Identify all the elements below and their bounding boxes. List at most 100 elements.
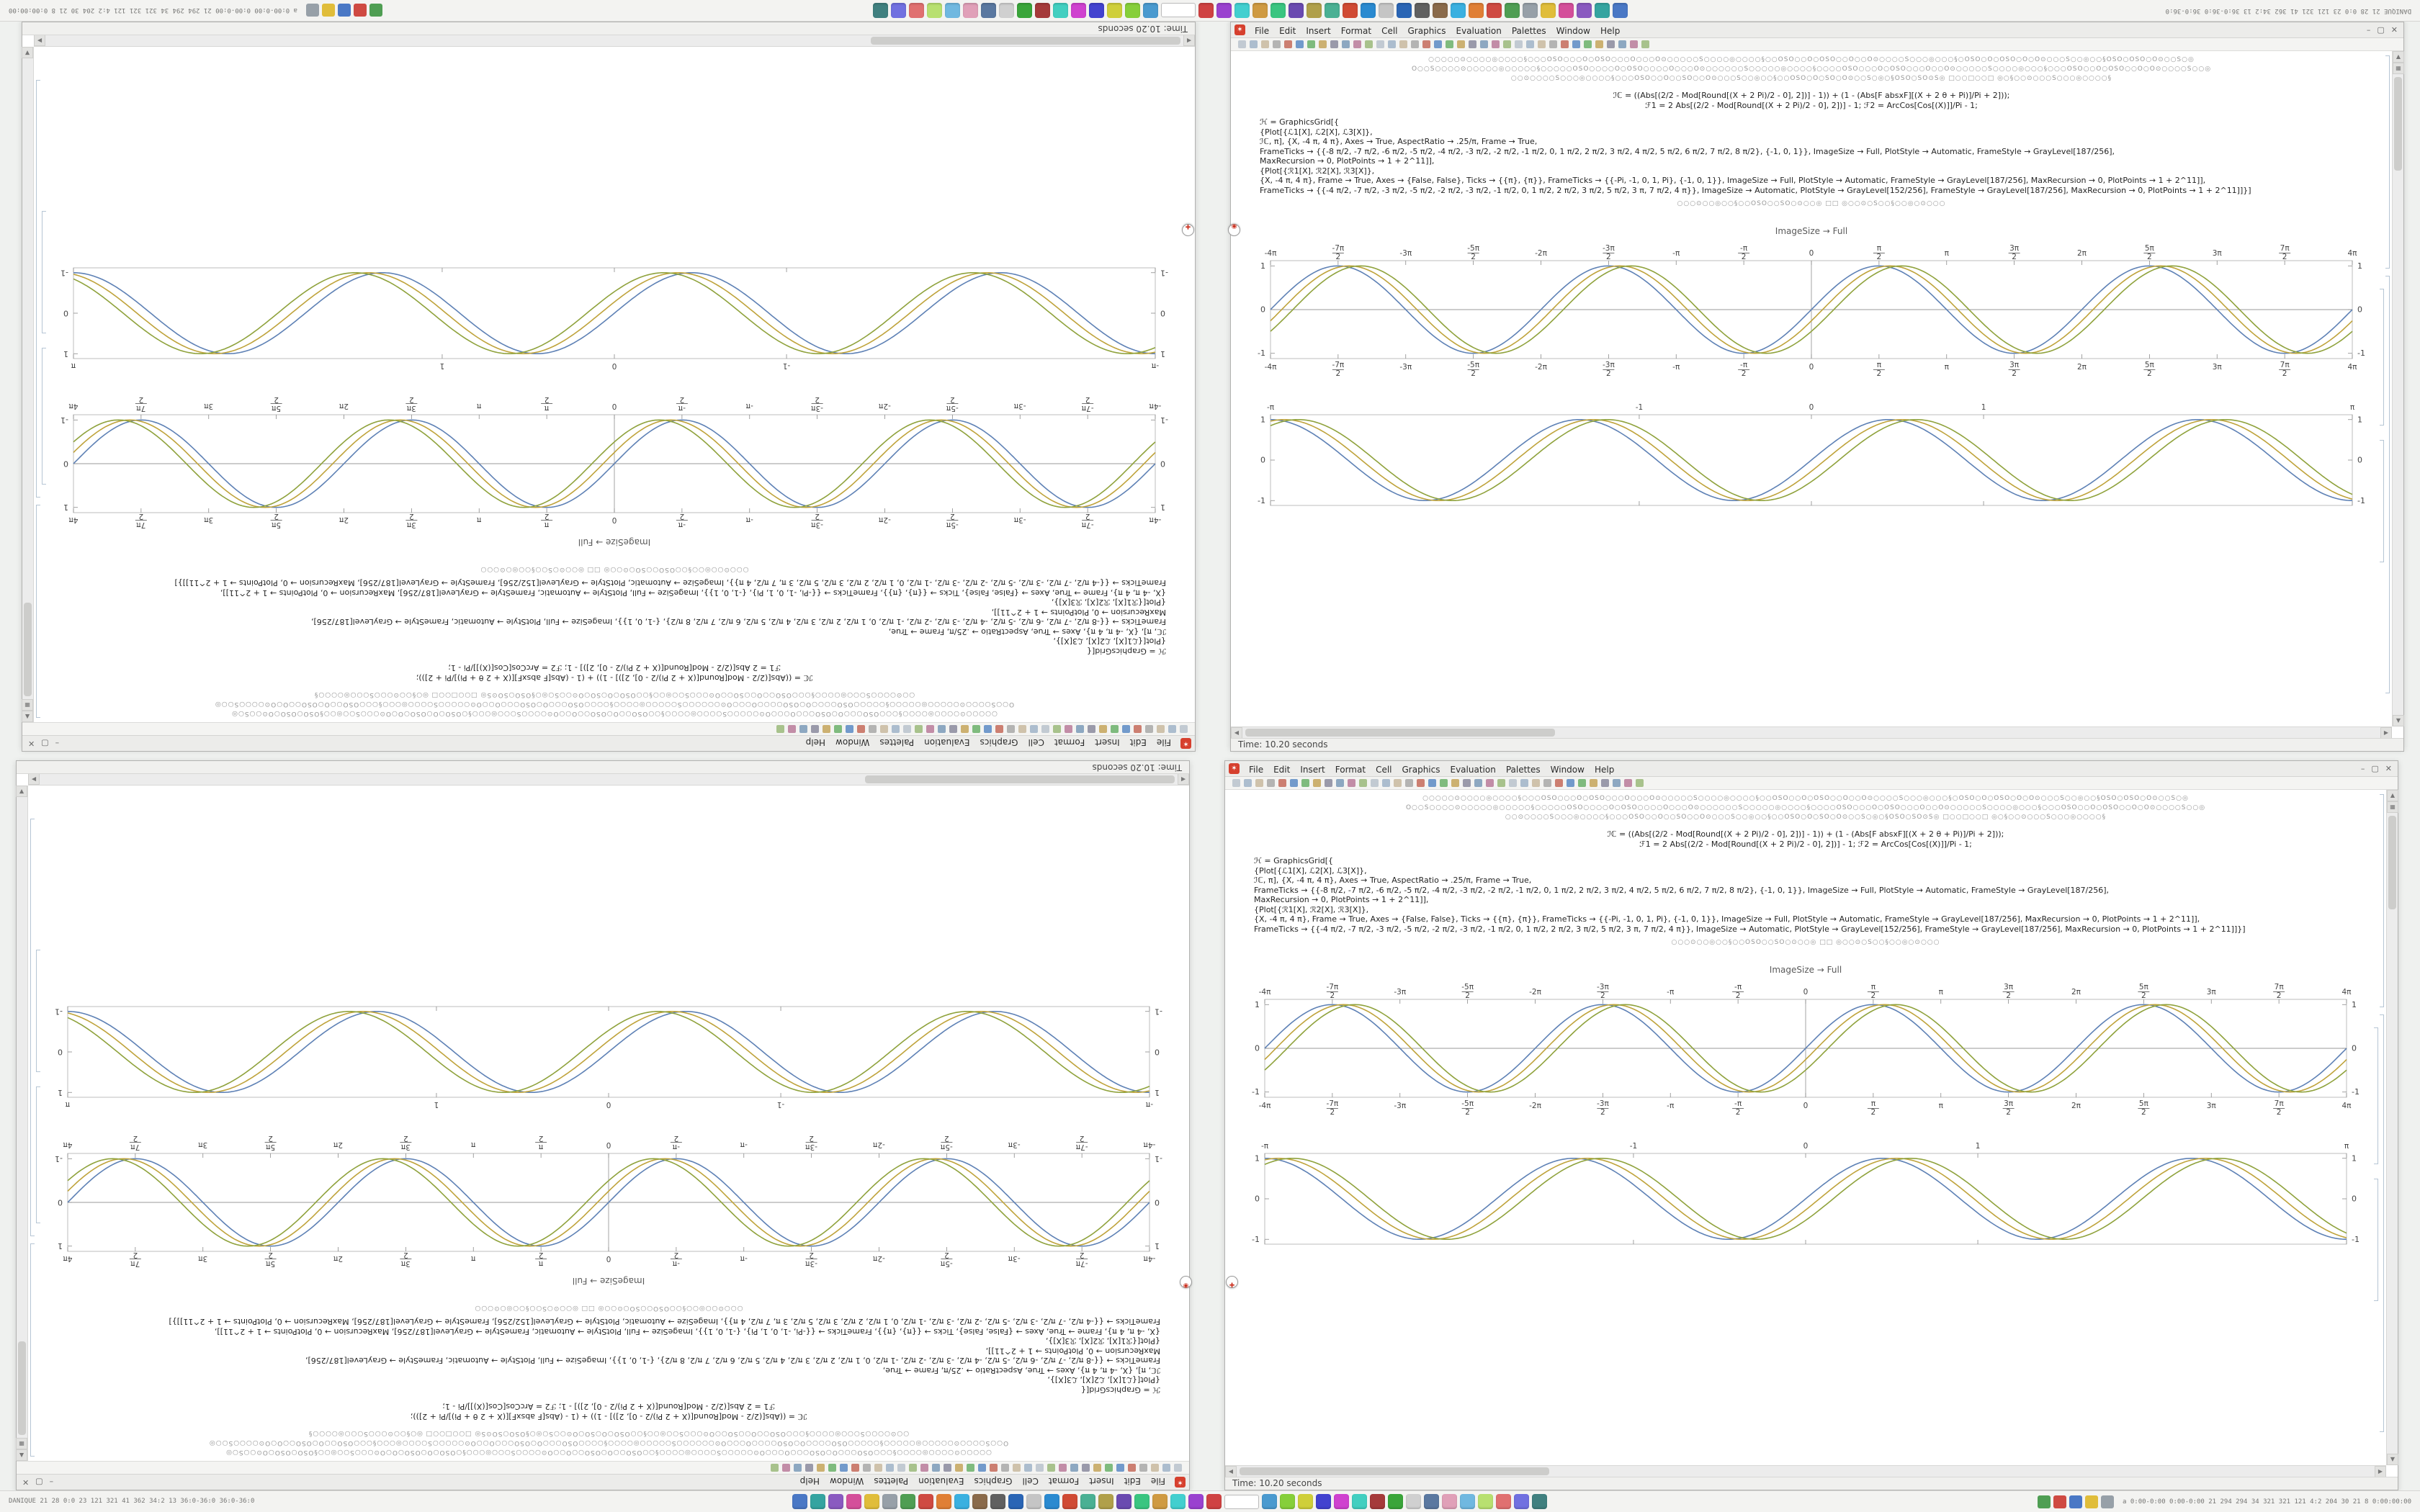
toolbar-icon-9[interactable] (1076, 725, 1084, 733)
inter-window-badge-left[interactable]: ◉ (1180, 1276, 1192, 1290)
toolbar-icon-11[interactable] (1365, 40, 1373, 48)
code-cell[interactable]: ℐℂ = ((Abs[(2/2 - Mod[Round[(X + 2 Pi)/2… (1231, 91, 2392, 110)
toolbar-icon-7[interactable] (1319, 40, 1327, 48)
taskbar-app-icon-35[interactable] (963, 3, 978, 18)
scroll-left-icon[interactable]: ◀ (1225, 1466, 1237, 1477)
code-cell[interactable]: ℐℂ = ((Abs[(2/2 - Mod[Round[(X + 2 Pi)/2… (28, 1402, 1189, 1422)
vertical-scrollbar[interactable]: ▲ ▦ ▼ (22, 47, 34, 722)
horizontal-scrollbar[interactable]: ◀ ▶ (1225, 1465, 2386, 1477)
glyphs-cell[interactable]: ○○○⊙○○◎○○§○○OSO○○SO○⊙○○◎ □□ ◎○○⊙○S○○§○○◎… (28, 1303, 1189, 1313)
cell-bracket[interactable] (2380, 794, 2384, 1007)
taskbar-app-icon-30[interactable] (1053, 3, 1068, 18)
toolbar-icon-23[interactable] (1497, 779, 1505, 787)
inter-window-badge-left[interactable]: ◉ (1228, 222, 1240, 236)
taskbar-app-icon-30[interactable] (1352, 1494, 1367, 1509)
taskbar-app-icon-37[interactable] (1478, 1494, 1493, 1509)
toolbar-icon-0[interactable] (1232, 779, 1240, 787)
toolbar-icon-28[interactable] (857, 725, 865, 733)
toolbar-icon-35[interactable] (1641, 40, 1649, 48)
taskbar-app-icon-13[interactable] (1026, 1494, 1041, 1509)
toolbar-icon-18[interactable] (1440, 779, 1448, 787)
toolbar-icon-30[interactable] (1578, 779, 1586, 787)
taskbar-app-icon-11[interactable] (990, 1494, 1005, 1509)
taskbar-app-icon-31[interactable] (1370, 1494, 1385, 1509)
toolbar-icon-20[interactable] (1463, 779, 1471, 787)
toolbar-icon-2[interactable] (1261, 40, 1269, 48)
plot-cell[interactable]: -4π -4π -7π 2 -7π 2 -3π -3π -5π 2 -5π 2 -2π -2π -3π 2 -3… (1225, 982, 2386, 1116)
taskbar-app-icon-18[interactable] (1289, 3, 1304, 18)
taskbar-app-icon-11[interactable] (1415, 3, 1430, 18)
notebook-content[interactable]: ○○○○○⊙○○○○◎○○○○§○○○OSO○○○O○OSO○○○O○○○O⊙○… (1231, 51, 2392, 726)
taskbar-app-icon-25[interactable] (1143, 3, 1158, 18)
taskbar-app-icon-3[interactable] (1559, 3, 1574, 18)
taskbar-app-icon-18[interactable] (1116, 1494, 1131, 1509)
toolbar-icon-23[interactable] (909, 1464, 917, 1472)
menu-window[interactable]: Window (1550, 765, 1585, 775)
menu-window[interactable]: Window (1556, 26, 1590, 36)
cell-bracket[interactable] (2374, 1027, 2378, 1164)
tray-icon-4[interactable] (305, 4, 319, 17)
taskbar-app-icon-29[interactable] (1334, 1494, 1349, 1509)
code-cell[interactable]: ℋ = GraphicsGrid[{{Plot[{ℒ1[X], ℒ2[X], ℒ… (28, 1317, 1189, 1395)
toolbar-icon-12[interactable] (1036, 1464, 1044, 1472)
toolbar-icon-33[interactable] (794, 1464, 802, 1472)
toolbar-icon-10[interactable] (1065, 725, 1072, 733)
toolbar-icon-20[interactable] (944, 1464, 951, 1472)
toolbar-icon-4[interactable] (1278, 779, 1286, 787)
menu-cell[interactable]: Cell (1376, 765, 1392, 775)
toolbar-icon-33[interactable] (1618, 40, 1626, 48)
taskbar-app-icon-17[interactable] (1307, 3, 1322, 18)
vertical-scrollbar[interactable]: ▲ ▦ ▼ (16, 786, 28, 1461)
taskbar-app-icon-6[interactable] (1505, 3, 1520, 18)
vertical-scroll-thumb[interactable] (18, 1341, 26, 1435)
taskbar-app-icon-19[interactable] (1270, 3, 1286, 18)
taskbar-app-icon-4[interactable] (1541, 3, 1556, 18)
toolbar-icon-27[interactable] (863, 1464, 871, 1472)
plot-cell[interactable]: -4π -4π -7π 2 -7π 2 -3π -3π -5π 2 -5π 2 -2π -2π -3π 2 -3… (28, 1135, 1189, 1269)
toolbar-icon-10[interactable] (1353, 40, 1361, 48)
menu-format[interactable]: Format (1340, 26, 1372, 36)
toolbar-icon-13[interactable] (1030, 725, 1038, 733)
toolbar-icon-10[interactable] (1348, 779, 1355, 787)
toolbar-icon-18[interactable] (967, 1464, 974, 1472)
inter-window-badge-right[interactable]: ✚ (1226, 1276, 1238, 1290)
toolbar-icon-0[interactable] (1238, 40, 1246, 48)
vertical-scroll-thumb[interactable] (2388, 816, 2396, 909)
toolbar-icon-13[interactable] (1382, 779, 1390, 787)
taskbar-app-icon-6[interactable] (900, 1494, 915, 1509)
toolbar-icon-32[interactable] (805, 1464, 813, 1472)
taskbar-app-icon-34[interactable] (1424, 1494, 1439, 1509)
vertical-scrollbar[interactable]: ▲ ▦ ▼ (2392, 51, 2404, 726)
scroll-up-icon[interactable]: ▲ (22, 711, 33, 722)
taskbar-app-icon-8[interactable] (936, 1494, 951, 1509)
maximize-button[interactable]: ▢ (35, 1477, 43, 1488)
scroll-up-icon[interactable]: ▲ (2387, 790, 2398, 801)
taskbar-app-icon-28[interactable] (1089, 3, 1104, 18)
tray-icon-3[interactable] (321, 4, 335, 17)
taskbar-app-icon-32[interactable] (1388, 1494, 1403, 1509)
toolbar-icon-11[interactable] (1053, 725, 1061, 733)
toolbar-icon-19[interactable] (955, 1464, 963, 1472)
toolbar-icon-8[interactable] (1325, 779, 1332, 787)
menu-cell[interactable]: Cell (1028, 737, 1044, 747)
taskbar-app-icon-39[interactable] (891, 3, 906, 18)
plot-cell[interactable]: -π -1 0 1 π -1 -1 0 0 1 1 (28, 999, 1189, 1113)
toolbar-icon-12[interactable] (1376, 40, 1384, 48)
menu-format[interactable]: Format (1048, 1476, 1080, 1486)
taskbar-app-icon-2[interactable] (1577, 3, 1592, 18)
toolbar-icon-16[interactable] (1417, 779, 1425, 787)
taskbar-search-box[interactable] (1161, 3, 1196, 18)
taskbar-app-icon-31[interactable] (1035, 3, 1050, 18)
taskbar-app-icon-37[interactable] (927, 3, 942, 18)
scroll-right-icon[interactable]: ▶ (2380, 727, 2392, 739)
taskbar-app-icon-12[interactable] (1008, 1494, 1023, 1509)
label-cell[interactable]: ImageSize → Full (28, 1276, 1189, 1286)
plot-cell[interactable]: -π -1 0 1 π -1 -1 0 0 1 1 (34, 261, 1195, 374)
taskbar-app-icon-27[interactable] (1107, 3, 1122, 18)
taskbar-app-icon-32[interactable] (1017, 3, 1032, 18)
toolbar-icon-5[interactable] (1296, 40, 1304, 48)
toolbar-icon-28[interactable] (851, 1464, 859, 1472)
toolbar-icon-7[interactable] (1313, 779, 1321, 787)
taskbar-app-icon-7[interactable] (1487, 3, 1502, 18)
toolbar-icon-29[interactable] (846, 725, 853, 733)
